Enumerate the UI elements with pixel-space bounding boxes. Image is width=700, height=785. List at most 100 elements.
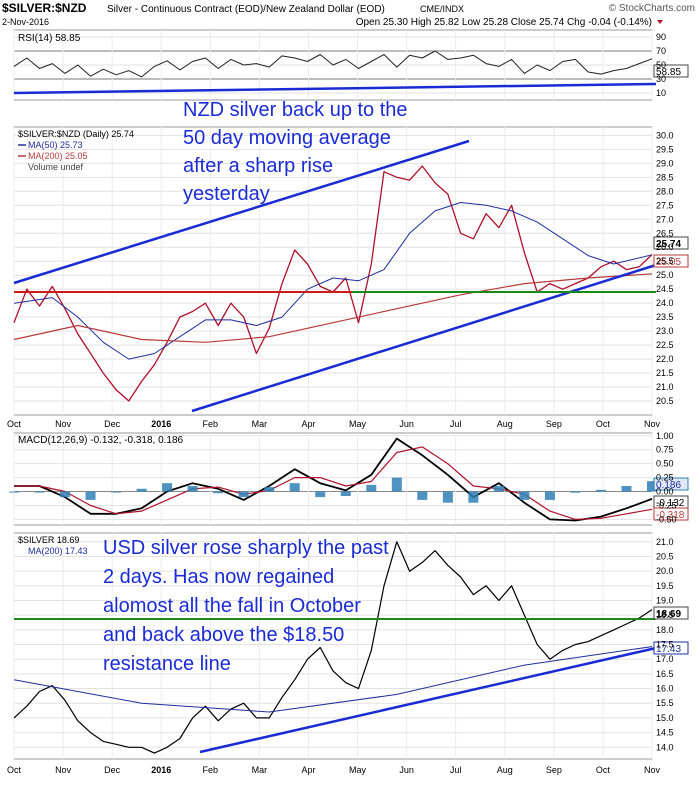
macd-signal-tag-box bbox=[653, 507, 689, 521]
price-annotation: NZD silver back up to the 50 day moving … bbox=[183, 99, 408, 205]
value-tags: 58.85 25.74 25.05 0.186 -0.132 -0.318 18… bbox=[653, 64, 689, 655]
usd-support-trend-line bbox=[199, 646, 657, 754]
macd-histogram-bar bbox=[519, 491, 530, 500]
y-tick-label: 23.5 bbox=[656, 312, 674, 322]
x-tick-label: Dec bbox=[104, 419, 121, 429]
ticker-label: $SILVER:$NZD bbox=[2, 1, 87, 15]
y-tick-label: 29.5 bbox=[656, 144, 674, 154]
y-tick-label: 0.25 bbox=[656, 473, 674, 483]
price-legend: $SILVER:$NZD (Daily) 25.74 MA(50) 25.73 … bbox=[18, 129, 134, 172]
macd-histogram-bar bbox=[391, 477, 402, 492]
x-tick-label: Nov bbox=[644, 419, 661, 429]
exchange-label: CME/INDX bbox=[420, 4, 464, 14]
rsi-current-tag-box bbox=[653, 64, 689, 78]
macd-histogram-bar bbox=[493, 485, 504, 492]
usd-annotation: USD silver rose sharply the past 2 days.… bbox=[103, 537, 389, 675]
usd-legend: $SILVER 18.69 MA(200) 17.43 bbox=[18, 535, 88, 556]
usd-annotation-line-4: and back above the $18.50 bbox=[103, 624, 344, 646]
usd-legend-title: $SILVER 18.69 bbox=[18, 535, 79, 545]
price-annotation-line-3: after a sharp rise bbox=[183, 155, 333, 177]
y-tick-label: 28.5 bbox=[656, 172, 674, 182]
y-tick-label: 16.5 bbox=[656, 669, 674, 679]
x-tick-label: Oct bbox=[596, 765, 611, 775]
macd-histogram-bar bbox=[213, 491, 224, 494]
price-annotation-line-4: yesterday bbox=[183, 183, 270, 205]
usd-silver-line bbox=[13, 541, 653, 754]
x-tick-label: Feb bbox=[203, 765, 219, 775]
y-tick-label: 28.0 bbox=[656, 186, 674, 196]
x-tick-label: Jun bbox=[399, 765, 414, 775]
y-tick-label: 21.0 bbox=[656, 537, 674, 547]
macd-histogram-bar bbox=[442, 491, 453, 503]
price-tag-box bbox=[653, 236, 689, 250]
y-tick-label: 24.5 bbox=[656, 284, 674, 294]
y-tick-label: 20.0 bbox=[656, 566, 674, 576]
macd-histogram-bar bbox=[238, 491, 249, 498]
ma200-legend-label: MA(200) 25.05 bbox=[28, 151, 88, 161]
x-tick-label: May bbox=[349, 419, 367, 429]
macd-histogram-bar bbox=[315, 491, 326, 498]
rsi-legend: RSI(14) 58.85 bbox=[18, 33, 81, 44]
x-tick-label: Aug bbox=[497, 419, 513, 429]
macd-histogram-bar bbox=[9, 491, 19, 493]
macd-histogram-bar bbox=[570, 491, 581, 493]
macd-histogram-bar bbox=[366, 484, 377, 492]
macd-histogram-bar bbox=[621, 485, 632, 492]
y-tick-label: 0.75 bbox=[656, 445, 674, 455]
y-tick-label: 70 bbox=[656, 46, 666, 56]
axis-labels: 90 70 50 30 10 20.5 21.0 21.5 22.0 22.5 23.0 23.5 24… bbox=[7, 32, 677, 775]
x-tick-label: Dec bbox=[104, 765, 121, 775]
macd-histogram-bar bbox=[85, 491, 96, 500]
macd-hist-tag-box bbox=[653, 477, 689, 491]
y-tick-label: 20.5 bbox=[656, 396, 674, 406]
macd-histogram-bar bbox=[111, 491, 122, 493]
y-tick-label: 27.5 bbox=[656, 200, 674, 210]
y-tick-label: 10 bbox=[656, 88, 666, 98]
y-tick-label: 29.0 bbox=[656, 158, 674, 168]
y-tick-label: 27.0 bbox=[656, 214, 674, 224]
y-tick-label: 22.0 bbox=[656, 354, 674, 364]
y-tick-label: 22.5 bbox=[656, 340, 674, 350]
annotation-lines bbox=[13, 82, 657, 754]
rsi-trend-line bbox=[13, 82, 657, 95]
down-arrow-icon bbox=[657, 20, 663, 24]
x-tick-label: Oct bbox=[7, 765, 22, 775]
price-annotation-line-2: 50 day moving average bbox=[183, 127, 391, 149]
y-tick-label: 17.5 bbox=[656, 640, 674, 650]
usd-price-tag: 18.69 bbox=[656, 609, 681, 620]
macd-histogram-bar bbox=[468, 491, 479, 503]
x-tick-label: Feb bbox=[203, 419, 219, 429]
y-tick-label: 14.5 bbox=[656, 728, 674, 738]
y-tick-label: 16.0 bbox=[656, 684, 674, 694]
usd-annotation-line-3: alomost all the fall in October bbox=[103, 595, 361, 617]
macd-label: MACD(12,26,9) -0.132, -0.318, 0.186 bbox=[18, 435, 184, 446]
macd-panel-frame bbox=[13, 432, 653, 526]
macd-histogram-bar bbox=[187, 485, 198, 492]
x-tick-label: May bbox=[349, 765, 367, 775]
y-tick-label: -0.25 bbox=[656, 500, 677, 510]
macd-signal-tag: -0.318 bbox=[656, 510, 685, 521]
x-tick-label: Jun bbox=[399, 419, 414, 429]
rsi-line bbox=[13, 50, 653, 78]
brand-label: © StockCharts.com bbox=[609, 3, 695, 14]
y-tick-label: 18.0 bbox=[656, 625, 674, 635]
x-tick-label: Jul bbox=[450, 765, 462, 775]
macd-hist-tag: 0.186 bbox=[656, 480, 681, 491]
y-tick-label: 15.5 bbox=[656, 698, 674, 708]
description-label: Silver - Continuous Contract (EOD)/New Z… bbox=[107, 4, 385, 15]
x-tick-label: Mar bbox=[252, 419, 268, 429]
x-tick-label: Nov bbox=[55, 419, 72, 429]
macd-histogram-bar bbox=[60, 491, 71, 498]
macd-histogram-bar bbox=[340, 491, 351, 497]
y-tick-label: 1.00 bbox=[656, 431, 674, 441]
macd-histogram-bar bbox=[289, 483, 300, 492]
y-tick-label: 50 bbox=[656, 60, 666, 70]
x-tick-label: Mar bbox=[252, 765, 268, 775]
volume-legend-label: Volume undef bbox=[28, 162, 84, 172]
macd-legend: MACD(12,26,9) -0.132, -0.318, 0.186 bbox=[18, 435, 184, 446]
macd-histogram-bar bbox=[162, 483, 173, 492]
x-tick-label: Nov bbox=[644, 765, 661, 775]
x-tick-label: Aug bbox=[497, 765, 513, 775]
x-tick-label: Sep bbox=[546, 419, 562, 429]
